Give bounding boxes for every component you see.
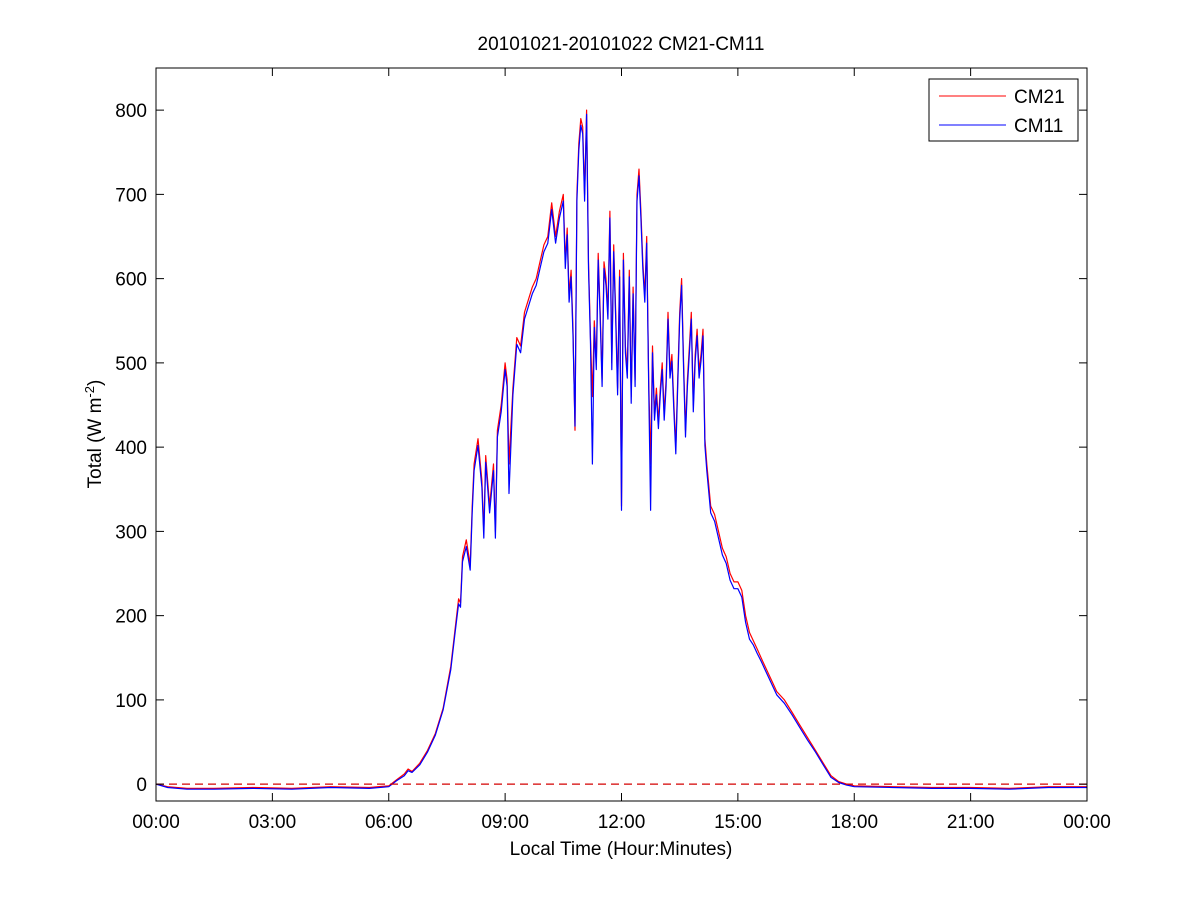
legend: CM21 CM11 [928, 78, 1079, 142]
y-axis: 0 100 200 300 400 500 600 700 800 [115, 101, 1087, 796]
plot-area: 00:00 03:00 06:00 09:00 12:00 15:00 18:00 21:00… [115, 67, 1111, 833]
series-layer [156, 109, 1087, 790]
y-tick-label: 500 [115, 354, 147, 375]
y-axis-label-superscript: -2 [82, 386, 97, 398]
y-axis-label-main: Total (W m [85, 398, 106, 489]
y-tick-label: 0 [136, 775, 147, 796]
x-tick-label: 18:00 [830, 812, 878, 833]
y-tick-label: 400 [115, 438, 147, 459]
legend-label-cm11: CM11 [1014, 116, 1063, 137]
x-tick-label: 06:00 [365, 812, 413, 833]
y-tick-label: 200 [115, 607, 147, 628]
legend-box [928, 78, 1079, 142]
legend-label-cm21: CM21 [1014, 87, 1065, 108]
y-tick-label: 700 [115, 185, 147, 206]
y-axis-label: Total (W m-2) [82, 380, 107, 489]
x-tick-label: 09:00 [481, 812, 529, 833]
x-tick-label: 15:00 [714, 812, 762, 833]
chart-title: 20101021-20101022 CM21-CM11 [478, 34, 765, 55]
x-tick-label: 00:00 [1063, 812, 1111, 833]
x-axis: 00:00 03:00 06:00 09:00 12:00 15:00 18:00 21:00… [132, 68, 1111, 833]
x-tick-label: 03:00 [249, 812, 297, 833]
y-tick-label: 100 [115, 691, 147, 712]
y-axis-label-close: ) [85, 380, 106, 386]
series-line-cm11 [156, 113, 1087, 790]
y-tick-label: 300 [115, 522, 147, 543]
x-tick-label: 21:00 [947, 812, 995, 833]
y-tick-label: 600 [115, 270, 147, 291]
x-tick-label: 12:00 [598, 812, 646, 833]
x-axis-label: Local Time (Hour:Minutes) [510, 839, 733, 860]
y-tick-label: 800 [115, 101, 147, 122]
x-tick-label: 00:00 [132, 812, 180, 833]
